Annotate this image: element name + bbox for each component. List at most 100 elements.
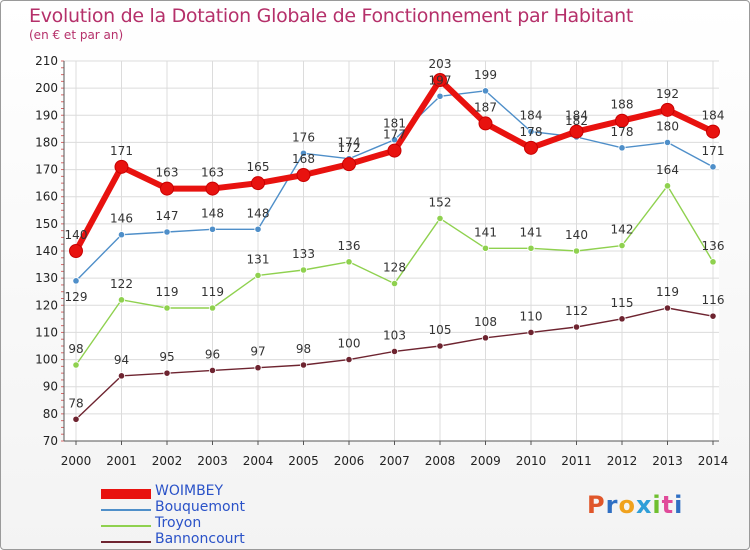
data-point [390,136,399,144]
legend-label: Bouquemont [155,499,245,515]
data-label: 184 [520,109,543,123]
data-label: 108 [474,315,497,329]
data-label: 182 [565,114,588,128]
data-label: 119 [656,285,679,299]
x-tick-label: 2014 [698,454,729,468]
data-point [527,127,535,136]
data-label: 128 [383,261,406,275]
data-point [436,342,444,350]
data-label: 140 [65,228,88,242]
data-label: 203 [429,57,452,71]
data-point [117,231,126,239]
data-label: 95 [159,350,174,364]
x-tick-label: 2009 [470,454,501,468]
data-point [709,312,717,320]
y-tick-label: 120 [35,298,58,312]
data-label: 115 [611,296,634,310]
data-label: 177 [383,128,406,142]
x-tick-label: 2008 [425,454,456,468]
data-point [72,361,80,369]
data-label: 103 [383,328,406,342]
data-point [478,116,493,131]
y-tick-label: 100 [35,353,58,367]
y-tick-label: 210 [35,54,58,68]
data-label: 184 [702,109,725,123]
data-point [709,258,717,266]
data-point [114,159,129,174]
y-tick-label: 160 [35,190,58,204]
data-point [481,244,490,252]
data-point [524,140,538,155]
y-tick-label: 80 [43,407,58,421]
data-label: 140 [565,228,588,242]
chart-title: Evolution de la Dotation Globale de Fonc… [29,5,634,27]
data-point [618,241,626,250]
data-point [160,181,174,196]
legend-label: Troyon [155,515,202,531]
y-tick-label: 200 [35,81,58,95]
x-tick-label: 2006 [334,454,365,468]
data-point [527,328,535,337]
y-tick-label: 180 [35,135,58,149]
data-point [254,225,262,233]
x-tick-label: 2005 [288,454,319,468]
data-point [660,102,675,117]
data-label: 119 [156,285,179,299]
data-point [618,315,626,323]
data-point [205,181,220,196]
data-label: 98 [68,342,83,356]
data-point [163,369,171,377]
legend-swatch [101,541,151,543]
data-point [663,304,672,312]
logo-letter: x [635,491,653,519]
data-label: 192 [656,87,679,101]
data-point [663,138,672,147]
data-point [117,296,126,304]
data-label: 110 [520,309,543,323]
data-label: 180 [656,119,679,133]
data-label: 96 [205,347,220,361]
x-tick-label: 2012 [607,454,638,468]
data-label: 197 [429,73,452,87]
data-label: 172 [338,141,361,155]
data-point [345,258,353,266]
legend-label: WOIMBEY [155,483,224,499]
data-point [709,163,717,171]
data-point [569,124,584,139]
proxiti-logo: Proxiti [587,491,683,519]
data-point [436,214,444,223]
chart-subtitle: (en € et par an) [29,28,124,42]
data-label: 142 [611,223,634,237]
data-point [387,143,402,158]
data-label: 178 [520,125,543,139]
data-label: 119 [201,285,224,299]
x-tick-label: 2002 [152,454,183,468]
data-label: 131 [247,252,270,266]
data-point [208,225,217,233]
data-point [296,168,311,182]
data-label: 148 [247,206,270,220]
data-point [615,113,629,128]
logo-letter: P [587,491,606,519]
data-label: 163 [156,166,179,180]
data-label: 148 [201,206,224,220]
data-label: 129 [65,290,88,304]
data-label: 171 [702,144,725,158]
y-tick-label: 70 [43,434,58,448]
data-point [72,415,80,423]
data-label: 176 [292,130,315,144]
data-point [572,247,581,255]
data-point [163,304,171,312]
data-label: 184 [565,109,588,123]
data-label: 188 [611,98,634,112]
data-label: 141 [474,225,497,239]
data-point [527,244,535,252]
data-label: 199 [474,68,497,82]
data-point [163,228,171,236]
data-point [251,176,265,191]
logo-letter: i [652,491,662,519]
data-label: 168 [292,152,315,166]
data-point [390,347,399,356]
